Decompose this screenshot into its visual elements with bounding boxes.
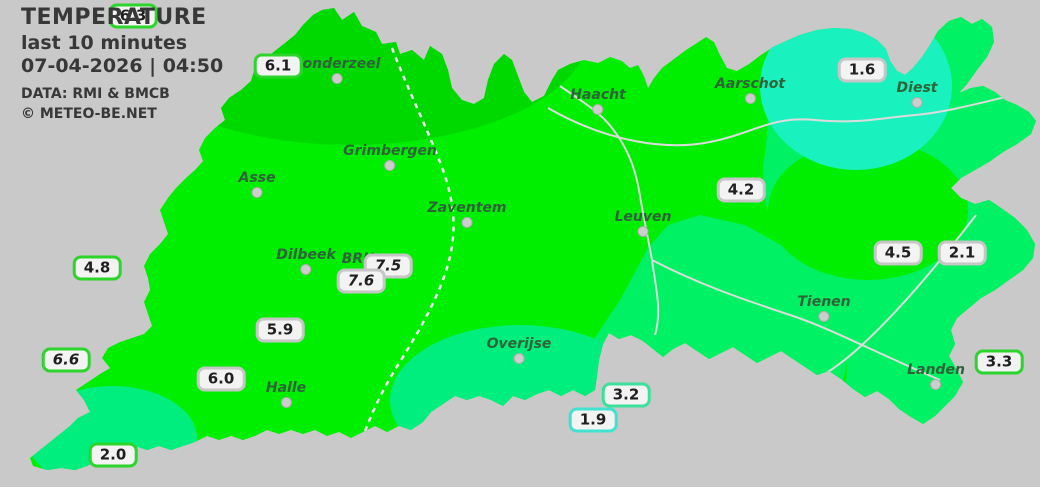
temperature-badge: 3.2	[601, 382, 651, 408]
temperature-badge: 6.6	[41, 347, 91, 373]
temperature-value: 7.6	[347, 271, 375, 290]
temperature-value: 4.5	[884, 243, 912, 262]
temperature-badge: 5.9	[255, 317, 305, 343]
data-source-label: DATA: RMI & BMCB	[21, 86, 170, 102]
temperature-value: 2.0	[99, 445, 127, 464]
temperature-value: 3.2	[612, 385, 640, 404]
temperature-badge: 4.2	[716, 177, 766, 203]
leuven-tienen-road	[651, 259, 941, 381]
temperature-badge: 1.6	[837, 57, 887, 83]
temperature-value: 4.8	[83, 258, 111, 277]
temperature-value: 1.9	[579, 410, 607, 429]
temperature-badge: 6.0	[196, 366, 246, 392]
temperature-badge: 3.3	[974, 349, 1024, 375]
demer-river	[547, 89, 1036, 147]
temperature-value: 1.6	[848, 60, 876, 79]
temperature-badge: 4.8	[72, 255, 122, 281]
temperature-badge: 6.1	[253, 53, 303, 79]
temperature-value: 6.3	[119, 6, 147, 25]
temperature-value: 5.9	[266, 320, 294, 339]
temperature-value: 6.1	[264, 56, 292, 75]
temperature-badge: 7.6	[336, 268, 386, 294]
datetime-label: 07-04-2026 | 04:50	[21, 55, 224, 78]
subtitle: last 10 minutes	[21, 31, 188, 54]
temperature-badge: 2.0	[88, 442, 138, 468]
temperature-value: 4.2	[727, 180, 755, 199]
map-header: TEMPERATURE last 10 minutes 07-04-2026 |…	[21, 4, 223, 123]
temperature-value: 2.1	[948, 243, 976, 262]
page-title: TEMPERATURE	[21, 5, 207, 30]
temperature-value: 3.3	[985, 352, 1013, 371]
temperature-badge: 1.9	[568, 407, 618, 433]
canal-dashed-road	[354, 47, 455, 459]
temperature-value: 6.6	[52, 350, 80, 369]
temperature-badge: 6.3	[108, 3, 158, 29]
temperature-badge: 4.5	[873, 240, 923, 266]
temperature-badge: 2.1	[937, 240, 987, 266]
temperature-value: 6.0	[207, 369, 235, 388]
copyright-label: © METEO-BE.NET	[21, 105, 157, 122]
